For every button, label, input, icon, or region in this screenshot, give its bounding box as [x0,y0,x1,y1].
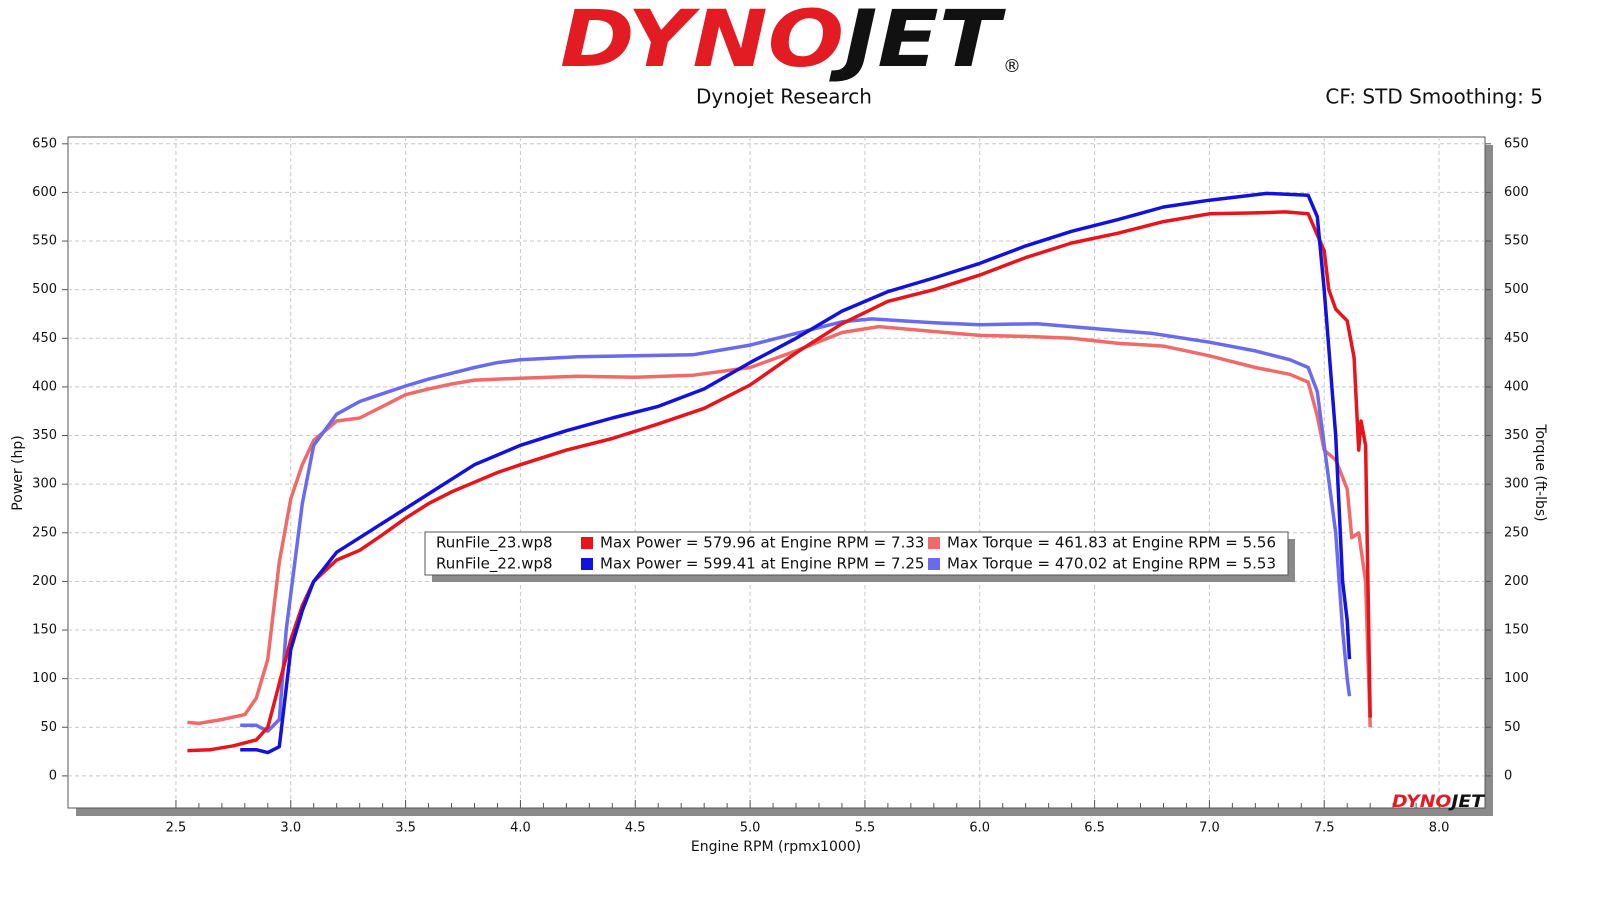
x-tick-label: 2.5 [166,821,187,836]
legend-label: Max Power = 579.96 at Engine RPM = 7.33 [600,534,924,552]
x-tick-label: 3.0 [280,821,301,836]
y2-tick-label: 600 [1504,185,1529,200]
y-tick-label: 350 [32,428,57,443]
watermark-part: JET [1448,792,1485,812]
y2-tick-label: 50 [1504,720,1521,735]
series-line [240,191,1352,755]
y-tick-label: 150 [32,623,57,638]
x-tick-label: 4.0 [510,821,531,836]
y2-tick-label: 150 [1504,623,1529,638]
logo-part: DYNO [560,0,844,85]
legend-entries: RunFile_23.wp8 Max Power = 579.96 at Engi… [436,534,1276,574]
watermark-part: DYNO [1392,792,1451,812]
y-tick-label: 450 [32,331,57,346]
y2-tick-label: 350 [1504,428,1529,443]
lines [187,191,1372,755]
y-tick-label: 650 [32,136,57,151]
y2-tick-label: 400 [1504,379,1529,394]
series-line [187,324,1372,728]
y-tick-label: 400 [32,379,57,394]
y2-tick-label: 500 [1504,282,1529,297]
x-tick-label: 5.5 [855,821,876,836]
y2-tick-label: 250 [1504,525,1529,540]
x-tick-label: 7.5 [1314,821,1335,836]
chart-subtitle: CF: STD Smoothing: 5 [1325,85,1543,109]
logo: DYNO JET [560,0,1007,85]
legend-swatch [928,558,940,570]
x-tick-label: 7.0 [1199,821,1220,836]
legend-label: Max Power = 599.41 at Engine RPM = 7.25 [600,555,924,573]
legend-label: Max Torque = 470.02 at Engine RPM = 5.53 [947,555,1276,573]
x-tick-label: 8.0 [1429,821,1450,836]
y2-tick-label: 450 [1504,331,1529,346]
y2-tick-label: 300 [1504,477,1529,492]
x-tick-label: 3.5 [395,821,416,836]
y-tick-label: 100 [32,671,57,686]
y-tick-label: 50 [40,720,57,735]
x-tick-label: 6.5 [1084,821,1105,836]
y-tick-label: 500 [32,282,57,297]
y-tick-label: 300 [32,477,57,492]
legend-label: Max Torque = 461.83 at Engine RPM = 5.56 [947,534,1276,552]
legend-swatch [581,558,593,570]
y-tick-label: 550 [32,234,57,249]
x-axis-title: Engine RPM (rpmx1000) [691,839,861,855]
y2-axis-title: Torque (ft-lbs) [1532,423,1548,521]
y2-tick-label: 200 [1504,574,1529,589]
x-tick-label: 4.5 [625,821,646,836]
series-line [240,317,1352,733]
legend-file: RunFile_22.wp8 [436,555,553,574]
plot-area [67,136,1486,809]
y-tick-label: 600 [32,185,57,200]
chart-title: Dynojet Research [696,85,872,109]
y-tick-label: 0 [49,768,57,783]
y-axis-title: Power (hp) [10,435,26,510]
legend-swatch [581,537,593,549]
y-tick-label: 250 [32,525,57,540]
legend-swatch [928,537,940,549]
x-tick-label: 5.0 [740,821,761,836]
logo-mark: ® [1003,56,1021,77]
x-tick-label: 6.0 [969,821,990,836]
y2-tick-label: 550 [1504,234,1529,249]
y2-tick-label: 100 [1504,671,1529,686]
y2-tick-label: 650 [1504,136,1529,151]
legend [424,531,1289,576]
y2-tick-label: 0 [1504,768,1512,783]
y-tick-label: 200 [32,574,57,589]
legend-file: RunFile_23.wp8 [436,534,553,553]
logo-part: JET [829,0,1007,85]
watermark: DYNO JET [1392,792,1486,812]
